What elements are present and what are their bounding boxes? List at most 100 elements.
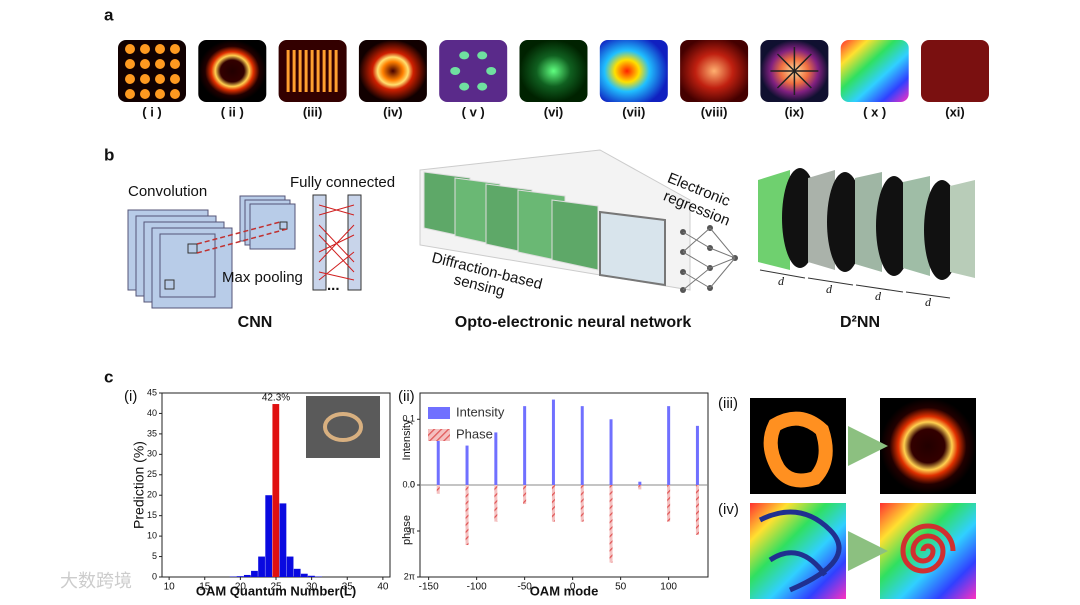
thumbnail-label: ( x ) (863, 104, 886, 119)
distance-label: d (778, 274, 785, 288)
spot (140, 44, 150, 54)
value-label: 42.3% (262, 393, 290, 404)
spot (125, 59, 135, 69)
diagram-title: Opto-electronic neural network (455, 314, 692, 331)
thumbnail-image (439, 40, 508, 102)
fringe (322, 50, 326, 92)
phase-stem (609, 485, 613, 563)
thumbnail-image (921, 40, 989, 102)
watermark: 大数跨境 (60, 571, 132, 591)
x-tick-label: -100 (467, 582, 487, 593)
phase-stem (523, 485, 527, 505)
fringe (298, 50, 302, 92)
spacing-arrows (759, 269, 951, 299)
cnn-label: Convolution (128, 183, 207, 200)
spot (170, 89, 180, 99)
bar (300, 573, 308, 577)
x-tick-label: 35 (342, 582, 354, 593)
spot (155, 89, 165, 99)
inset (306, 396, 380, 458)
distance-label: d (875, 289, 882, 303)
distance-label: d (826, 282, 833, 296)
thumbnail-image (118, 40, 186, 102)
image (880, 398, 976, 494)
fringe (328, 50, 332, 92)
thumbnail (358, 40, 427, 102)
x-tick-label: 0 (570, 582, 576, 593)
intensity-stem (494, 432, 498, 485)
phase-pattern (758, 509, 842, 593)
spot (155, 44, 165, 54)
layer (903, 176, 930, 276)
fringe (304, 50, 308, 92)
thumbnail (599, 40, 668, 102)
lobe (459, 82, 470, 91)
layer (855, 172, 882, 272)
x-axis-label: OAM Quantum Number(L) (196, 583, 356, 598)
x-tick-label: 20 (235, 582, 247, 593)
sub-label: (ii) (398, 388, 415, 405)
fringe (292, 50, 296, 92)
lobe (450, 67, 461, 75)
thumbnail-label: (viii) (701, 104, 728, 119)
phase-stem (638, 485, 642, 490)
phase-stem (436, 485, 440, 494)
nn-edges (682, 227, 736, 291)
thumbnail (439, 40, 508, 102)
thumbnail-label: (ix) (785, 104, 805, 119)
bar (279, 503, 287, 577)
feature-map (159, 233, 216, 298)
intensity-stem (609, 419, 613, 485)
y-tick-label: 40 (147, 408, 157, 418)
beam-images (750, 398, 976, 599)
spot (125, 44, 135, 54)
thumbnail-label: (iii) (303, 104, 323, 119)
cnn-diagram (127, 194, 362, 309)
x-tick-label: 50 (615, 582, 627, 593)
cnn-label: Max pooling (222, 269, 303, 286)
y-tick-label: 0 (152, 571, 157, 581)
x-axis-label: OAM mode (530, 583, 599, 598)
x-tick-label: 100 (660, 582, 677, 593)
bar (286, 556, 294, 577)
x-tick-label: 10 (164, 582, 176, 593)
beam (763, 411, 833, 488)
legend-label: Intensity (456, 404, 505, 419)
d2nn-diagram (758, 168, 975, 299)
y-tick-label: 0.0 (402, 479, 415, 489)
thumbnail-label: (vi) (544, 104, 564, 119)
spot (170, 59, 180, 69)
legend-swatch (428, 407, 450, 419)
sub-label: (i) (124, 388, 137, 405)
intensity-stem (580, 406, 584, 485)
phase-stem (551, 485, 555, 522)
x-tick-label: 15 (199, 582, 211, 593)
bar (308, 575, 315, 577)
spiral (900, 523, 956, 574)
fringe (334, 50, 338, 92)
diagram-title: D²NN (840, 314, 880, 331)
bar (236, 576, 244, 577)
thumbnail-image (599, 40, 668, 102)
cnn-label: Fully connected (290, 174, 395, 191)
spot (125, 89, 135, 99)
thumbnail (519, 40, 588, 102)
oenn-diagram (419, 149, 738, 293)
fringe (316, 50, 320, 92)
intensity-stem (551, 399, 555, 485)
thumbnail-image (680, 40, 749, 102)
image (880, 503, 976, 599)
y2-tick-label: π (409, 525, 415, 535)
panel-label: a (104, 5, 114, 24)
thumbnail-image (358, 40, 427, 102)
inset-image (306, 396, 380, 458)
output-plane (950, 180, 975, 278)
x-tick-label: -50 (517, 582, 532, 593)
x-tick-label: -150 (419, 582, 439, 593)
spot (140, 89, 150, 99)
lobe (459, 51, 470, 60)
cnn-label: ... (327, 277, 340, 294)
y-axis-label: Intensity (401, 419, 413, 460)
lobe (486, 67, 497, 75)
